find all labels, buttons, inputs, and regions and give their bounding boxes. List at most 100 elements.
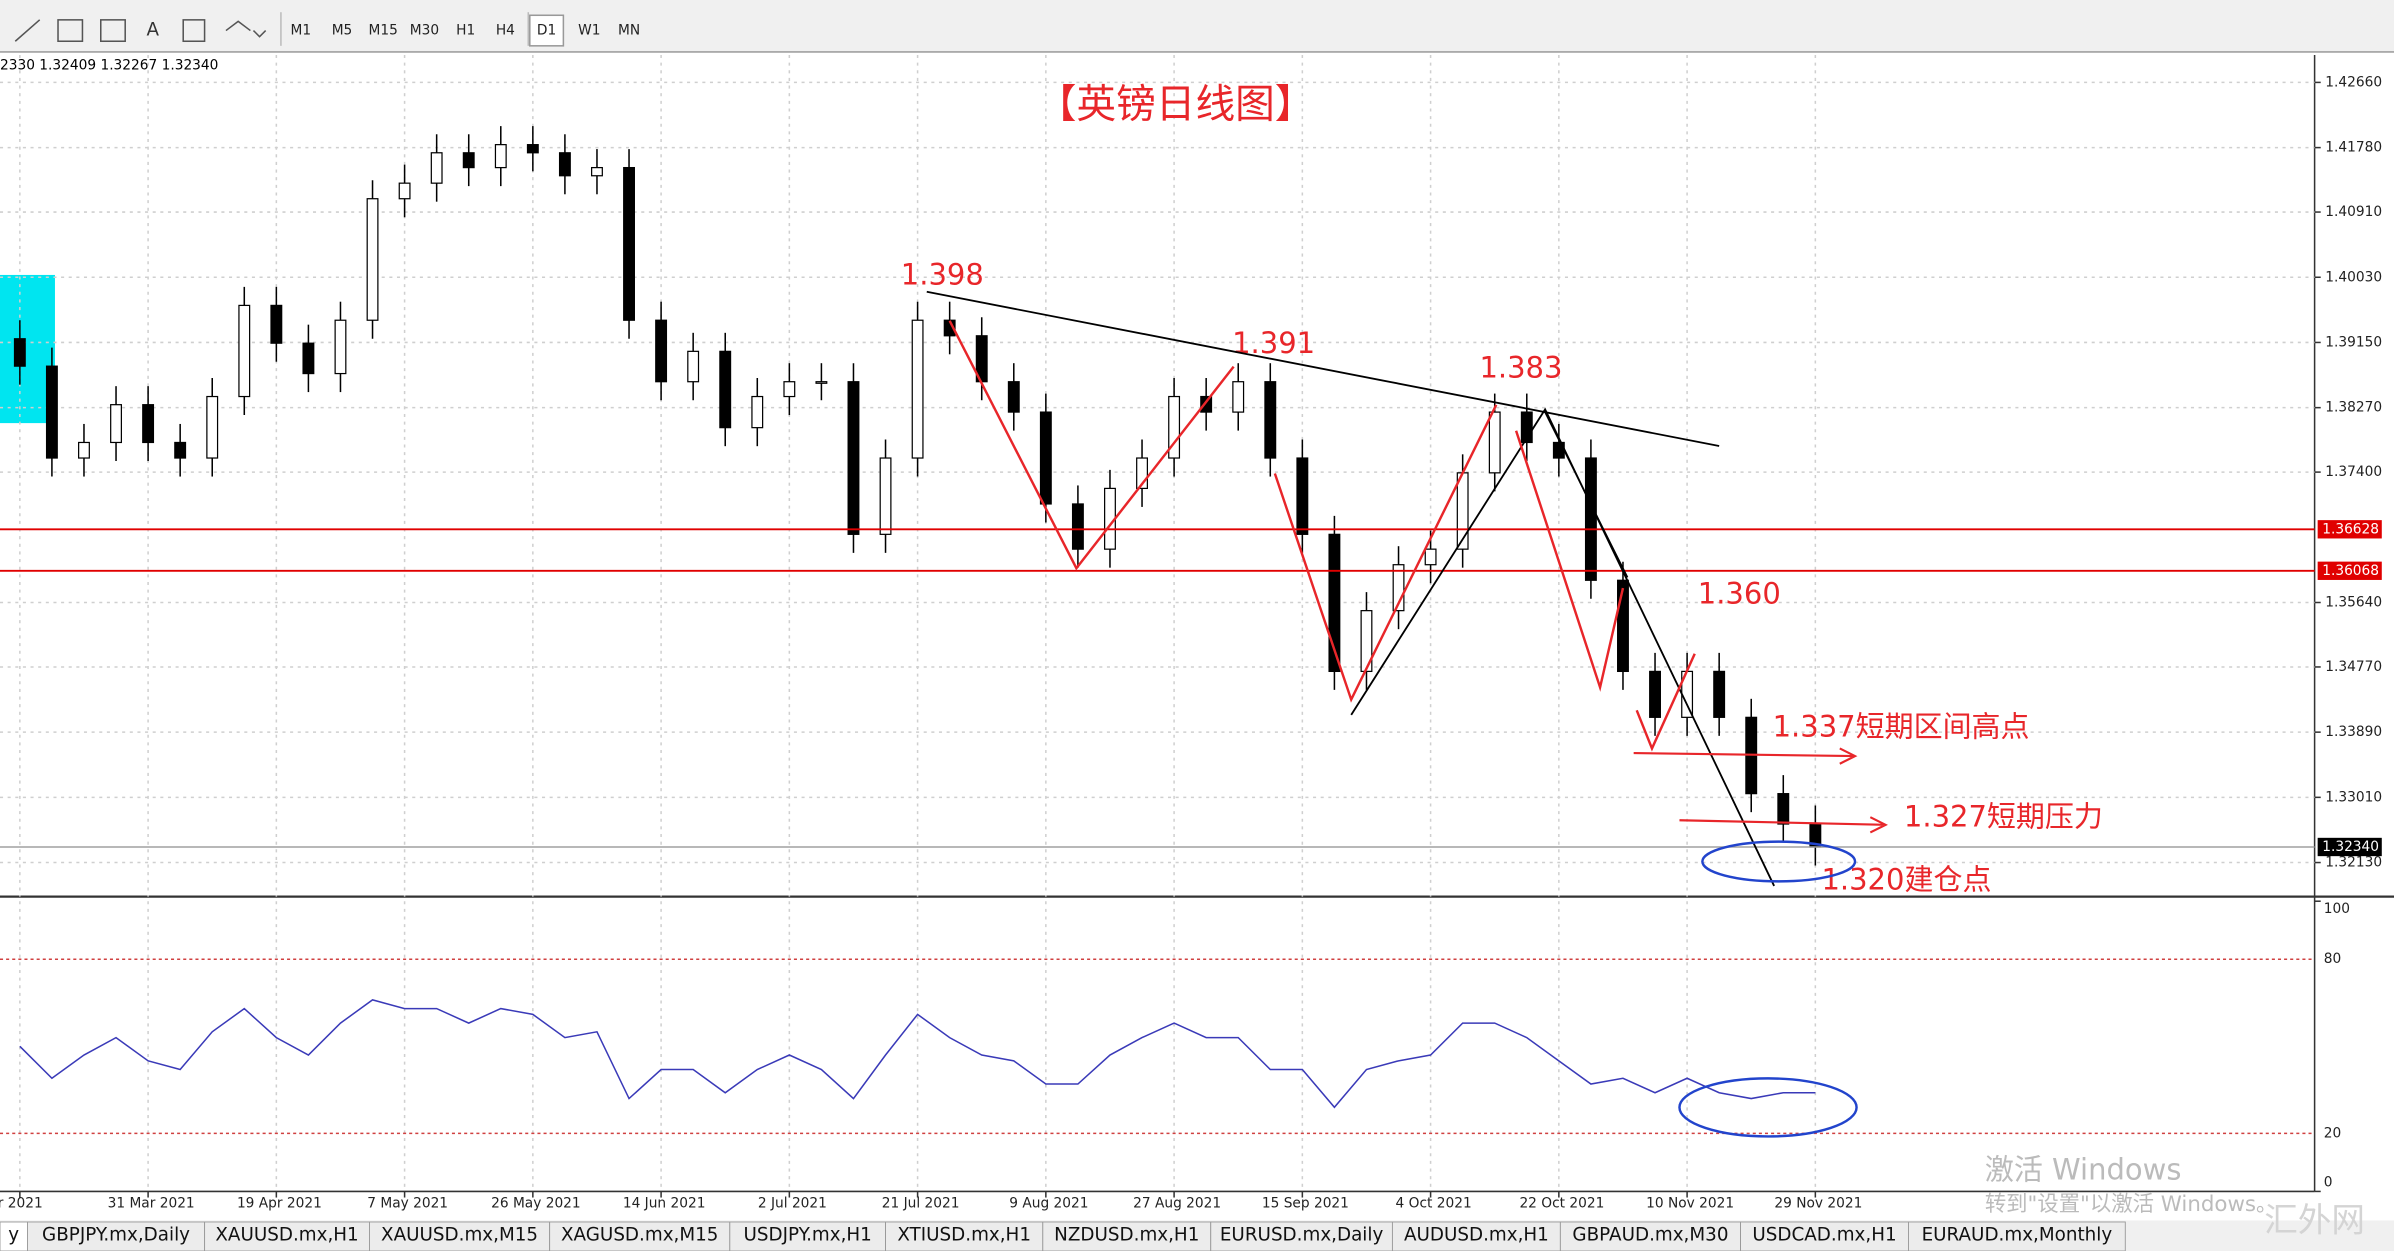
x-tick-label: 31 Mar 2021 bbox=[108, 1196, 195, 1212]
candle-body bbox=[1200, 395, 1213, 413]
candle-body bbox=[13, 338, 26, 367]
tab-label[interactable]: XTIUSD.mx,H1 bbox=[897, 1225, 1031, 1246]
tab-label[interactable]: AUDUSD.mx,H1 bbox=[1404, 1225, 1549, 1246]
y-tick-label: 1.37400 bbox=[2325, 464, 2382, 480]
current-price-box bbox=[2317, 837, 2382, 857]
timeframe-button[interactable]: MN bbox=[618, 23, 640, 39]
y-tick-label: 1.32130 bbox=[2325, 855, 2382, 871]
y-tick-label: 1.40910 bbox=[2325, 204, 2382, 220]
highlight-box bbox=[0, 274, 55, 424]
candle-body bbox=[847, 381, 860, 535]
tab-label[interactable]: y bbox=[8, 1225, 19, 1246]
x-tick-label: 9 Aug 2021 bbox=[1009, 1196, 1088, 1212]
candle-body bbox=[783, 381, 796, 398]
tab[interactable] bbox=[729, 1221, 886, 1251]
candle-body bbox=[1488, 411, 1501, 474]
x-tick-label: 26 May 2021 bbox=[491, 1196, 581, 1212]
tab-label[interactable]: XAUUSD.mx,H1 bbox=[215, 1225, 358, 1246]
candle-body bbox=[1232, 381, 1245, 413]
tab-label[interactable]: EURUSD.mx,Daily bbox=[1220, 1225, 1384, 1246]
candle-body bbox=[78, 441, 90, 459]
candle-body bbox=[206, 395, 219, 459]
candle-body bbox=[623, 166, 635, 321]
candle-body bbox=[1584, 457, 1597, 581]
tab-label[interactable]: USDCAD.mx,H1 bbox=[1752, 1225, 1896, 1246]
timeframe-active bbox=[529, 14, 565, 47]
candle-body bbox=[1136, 457, 1148, 490]
tab-label[interactable]: XAUUSD.mx,M15 bbox=[381, 1225, 538, 1246]
timeframe-button[interactable]: M15 bbox=[369, 23, 398, 39]
x-tick-label: ar 2021 bbox=[0, 1196, 43, 1212]
toolbar-icons: A bbox=[14, 12, 530, 46]
y-tick-label: 1.41780 bbox=[2325, 140, 2382, 156]
y-tick-label: 1.39150 bbox=[2325, 334, 2382, 350]
candle-body bbox=[45, 365, 58, 459]
annotation: 1.391 bbox=[1232, 326, 1315, 360]
candle-body bbox=[943, 319, 956, 337]
x-tick-label: 19 Apr 2021 bbox=[237, 1196, 322, 1212]
candle-body bbox=[719, 350, 732, 429]
tab[interactable] bbox=[549, 1221, 731, 1251]
x-tick-label: 14 Jun 2021 bbox=[623, 1196, 706, 1212]
candle-body bbox=[526, 144, 539, 154]
timeframe-button[interactable]: H1 bbox=[456, 23, 475, 39]
candle-body bbox=[879, 457, 892, 535]
svg-text:A: A bbox=[147, 20, 160, 41]
tab-label[interactable]: GBPAUD.mx,M30 bbox=[1572, 1225, 1728, 1246]
tab[interactable] bbox=[0, 1221, 28, 1251]
x-tick-label: 21 Jul 2021 bbox=[882, 1196, 960, 1212]
y-tick-label: 100 bbox=[2324, 901, 2350, 917]
x-tick-label: 27 Aug 2021 bbox=[1133, 1196, 1221, 1212]
candle-body bbox=[142, 404, 155, 444]
level-label: 1.36628 bbox=[2322, 521, 2379, 537]
tab-label[interactable]: XAGUSD.mx,M15 bbox=[561, 1225, 718, 1246]
annotation-drawings bbox=[926, 290, 1888, 1138]
tab[interactable] bbox=[885, 1221, 1044, 1251]
tab-label[interactable]: USDJPY.mx,H1 bbox=[743, 1225, 871, 1246]
y-tick-label: 80 bbox=[2324, 951, 2341, 967]
tab[interactable] bbox=[1559, 1221, 1741, 1251]
timeframe-button[interactable]: D1 bbox=[537, 23, 556, 39]
y-tick-label: 0 bbox=[2324, 1174, 2333, 1190]
x-tick-label: 10 Nov 2021 bbox=[1646, 1196, 1734, 1212]
candle-body bbox=[302, 342, 315, 375]
candle-body bbox=[174, 441, 187, 459]
timeframe-button[interactable]: W1 bbox=[578, 23, 600, 39]
candle-body bbox=[1071, 503, 1084, 550]
candle-body bbox=[1264, 381, 1277, 459]
x-tick-label: 4 Oct 2021 bbox=[1396, 1196, 1472, 1212]
tab[interactable] bbox=[27, 1221, 206, 1251]
y-tick-label: 1.38270 bbox=[2325, 400, 2382, 416]
x-tick-label: 29 Nov 2021 bbox=[1774, 1196, 1862, 1212]
candle-body bbox=[1007, 381, 1020, 413]
timeframe-button[interactable]: H4 bbox=[496, 23, 515, 39]
candle-body bbox=[1777, 793, 1790, 825]
x-tick-label: 7 May 2021 bbox=[367, 1196, 448, 1212]
y-tick-label: 1.33890 bbox=[2325, 724, 2382, 740]
candle-body bbox=[815, 381, 828, 384]
tab-label[interactable]: NZDUSD.mx,H1 bbox=[1054, 1225, 1199, 1246]
chart-title: 【英镑日线图】 bbox=[1037, 81, 1315, 127]
annotation: 1.320建仓点 bbox=[1821, 862, 1991, 896]
candle-body bbox=[1392, 564, 1405, 612]
tab[interactable] bbox=[369, 1221, 551, 1251]
level-label-box bbox=[2317, 520, 2382, 539]
tab[interactable] bbox=[1908, 1221, 2126, 1251]
candle-body bbox=[398, 182, 411, 200]
tab-label[interactable]: GBPJPY.mx,Daily bbox=[42, 1225, 190, 1246]
annotation: 1.398 bbox=[901, 257, 984, 291]
ohlc-header: 2330 1.32409 1.32267 1.32340 bbox=[0, 58, 218, 74]
candle-body bbox=[687, 350, 700, 383]
tab-label[interactable]: EURAUD.mx,Monthly bbox=[1922, 1225, 2113, 1246]
candle-body bbox=[1520, 411, 1533, 444]
tab[interactable] bbox=[1210, 1221, 1393, 1251]
price-panel bbox=[0, 54, 2315, 897]
x-tick-label: 15 Sep 2021 bbox=[1262, 1196, 1349, 1212]
watermark: 激活 Windows bbox=[1985, 1153, 2182, 1187]
timeframe-button[interactable]: M30 bbox=[410, 23, 439, 39]
timeframe-button[interactable]: M5 bbox=[332, 23, 353, 39]
y-tick-label: 20 bbox=[2324, 1125, 2341, 1141]
candle-body bbox=[430, 152, 443, 184]
timeframe-button[interactable]: M1 bbox=[290, 23, 311, 39]
